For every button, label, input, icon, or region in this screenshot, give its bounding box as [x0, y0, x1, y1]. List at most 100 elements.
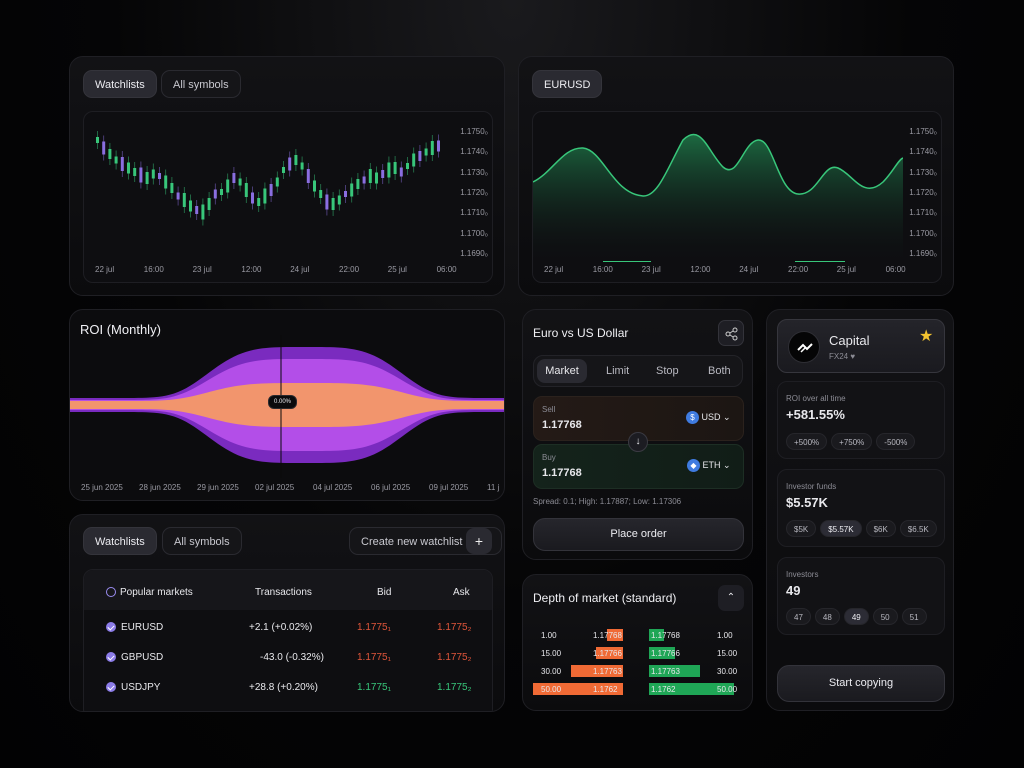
- tab-market[interactable]: Market: [537, 359, 587, 383]
- collapse-icon[interactable]: ⌃: [718, 585, 744, 611]
- value-chip[interactable]: 50: [872, 608, 898, 625]
- y-tick-label: 1.1720₀: [460, 187, 488, 197]
- capital-name: Capital: [829, 333, 870, 348]
- tab-all-symbols[interactable]: All symbols: [161, 70, 241, 98]
- bid-volume: 50.00: [717, 685, 738, 694]
- start-copying-button[interactable]: Start copying: [777, 665, 945, 702]
- investors-label: Investors: [786, 570, 819, 579]
- bid-price: 1.17763: [651, 667, 680, 676]
- bid-volume: 30.00: [717, 667, 738, 676]
- ask-volume: 50.00: [541, 685, 562, 694]
- radio-icon: [106, 587, 116, 598]
- x-tick-label: 24 jul: [290, 265, 310, 274]
- candle: [375, 172, 378, 184]
- candle: [337, 195, 341, 205]
- candle: [220, 189, 223, 195]
- tab-limit[interactable]: Limit: [606, 365, 630, 377]
- star-icon[interactable]: ★: [919, 328, 934, 345]
- tab-stop[interactable]: Stop: [656, 365, 679, 377]
- candle: [418, 151, 422, 161]
- value-chip[interactable]: +750%: [831, 433, 873, 450]
- value-chip[interactable]: $6.5K: [899, 520, 937, 537]
- candle: [238, 178, 242, 186]
- place-order-button[interactable]: Place order: [533, 518, 744, 551]
- tab-both[interactable]: Both: [708, 365, 731, 377]
- table-row[interactable]: GBPUSD -43.0 (-0.32%) 1.1775₁ 1.1775₂: [84, 652, 492, 672]
- candle: [257, 198, 261, 206]
- swap-icon[interactable]: ↓: [628, 432, 648, 452]
- check-icon: [106, 622, 116, 633]
- tab-all-symbols[interactable]: All symbols: [162, 527, 242, 555]
- candle: [189, 200, 192, 212]
- x-tick-label: 22:00: [788, 265, 809, 274]
- candle: [412, 153, 416, 167]
- value-chip[interactable]: 47: [786, 608, 811, 625]
- candle: [393, 162, 397, 174]
- area-chart[interactable]: 1.1750₀ 1.1740₀ 1.1730₀ 1.1720₀ 1.1710₀ 1.170…: [532, 111, 942, 283]
- x-tick-label: 12:00: [241, 265, 262, 274]
- funds-value: $5.57K: [786, 495, 828, 510]
- candle: [145, 172, 149, 184]
- symbol-tab-eurusd[interactable]: EURUSD: [532, 70, 603, 98]
- candle: [182, 193, 186, 207]
- value-chip[interactable]: +500%: [786, 433, 828, 450]
- value-chip[interactable]: $6K: [865, 520, 896, 537]
- market-name: EURUSD: [106, 622, 163, 633]
- share-icon[interactable]: [718, 320, 744, 346]
- check-icon: [106, 682, 116, 693]
- value-chip[interactable]: 48: [814, 608, 840, 625]
- bid-price: 1.17766: [651, 649, 680, 658]
- candle: [399, 167, 403, 177]
- ask-price: 1.17768: [593, 631, 622, 640]
- popular-markets-header[interactable]: Popular markets: [106, 587, 193, 598]
- bid-depth-bar: [649, 629, 665, 641]
- capital-header[interactable]: Capital FX24 ♥ ★: [777, 319, 945, 373]
- candle: [406, 163, 409, 169]
- x-tick-label: 02 jul 2025: [255, 483, 295, 492]
- check-icon: [106, 652, 116, 663]
- candle: [356, 179, 360, 189]
- x-tick-label: 12:00: [690, 265, 711, 274]
- roi-stat: ROI over all time +581.55% +500% +750% -50…: [777, 381, 945, 459]
- sell-value: 1.17768: [542, 419, 582, 431]
- candlestick-chart[interactable]: 1.1750₀ 1.1740₀ 1.1730₀ 1.1720₀ 1.1710₀ 1.170…: [83, 111, 493, 283]
- ask-price: 1.1762: [593, 685, 618, 694]
- x-tick-label: 06:00: [436, 265, 457, 274]
- value-chip[interactable]: $5.57K: [820, 520, 862, 537]
- tab-watchlists[interactable]: Watchlists: [83, 70, 157, 98]
- area-plot: [533, 133, 903, 262]
- candle: [306, 169, 310, 183]
- value-chip[interactable]: 51: [901, 608, 927, 625]
- candle: [288, 157, 292, 171]
- roi-chip-group: +500% +750% -500%: [786, 432, 919, 450]
- table-row[interactable]: EURUSD +2.1 (+0.02%) 1.1775₁ 1.1775₂: [84, 622, 492, 642]
- candle: [108, 149, 112, 159]
- plus-icon[interactable]: +: [466, 528, 492, 554]
- candle: [207, 198, 211, 210]
- y-tick-label: 1.1700₀: [460, 228, 488, 238]
- value-chip[interactable]: 49: [843, 608, 869, 625]
- value-chip[interactable]: -500%: [876, 433, 916, 450]
- ask-price: 1.17766: [593, 649, 622, 658]
- candle: [96, 137, 99, 143]
- depth-row: 1.00 1.17768 1.17768 1.00: [533, 628, 744, 642]
- depth-card: Depth of market (standard) ⌃ 1.00 1.17768…: [522, 574, 753, 711]
- ask-header: Ask: [453, 587, 470, 598]
- bid-price: 1.1762: [651, 685, 676, 694]
- x-tick-label: 25 jul: [836, 265, 856, 274]
- x-tick-label: 22:00: [339, 265, 360, 274]
- buy-currency-select[interactable]: ◆ ETH ⌄: [687, 459, 731, 472]
- candle: [282, 167, 285, 173]
- y-tick-label: 1.1690₀: [460, 248, 488, 258]
- tab-watchlists[interactable]: Watchlists: [83, 527, 157, 555]
- x-tick-label: 04 jul 2025: [313, 483, 353, 492]
- sell-label: Sell: [542, 405, 556, 414]
- table-row[interactable]: USDJPY +28.8 (+0.20%) 1.1775₁ 1.1775₂: [84, 682, 492, 702]
- transactions-cell: -43.0 (-0.32%): [260, 652, 324, 663]
- value-chip[interactable]: $5K: [786, 520, 817, 537]
- candle: [319, 190, 323, 198]
- candle: [437, 140, 440, 152]
- bid-header: Bid: [377, 587, 392, 598]
- order-title: Euro vs US Dollar: [533, 326, 629, 340]
- sell-currency-select[interactable]: $ USD ⌄: [686, 411, 731, 424]
